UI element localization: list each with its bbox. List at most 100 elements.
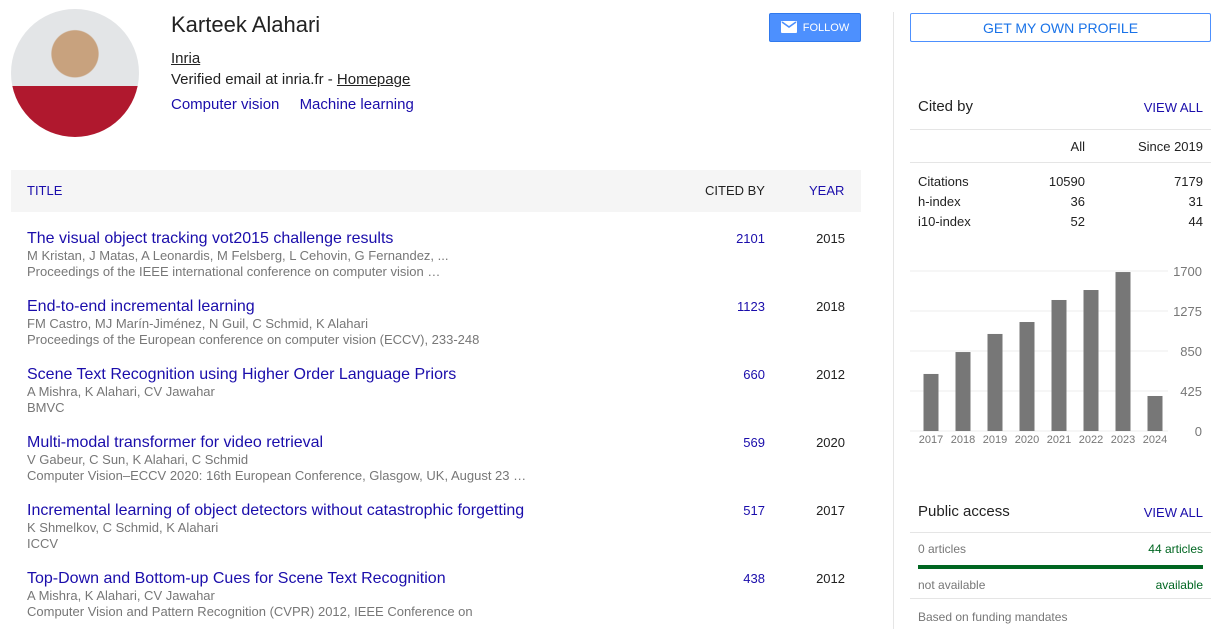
- bar-2017[interactable]: [923, 373, 939, 431]
- email-text: Verified email at inria.fr -: [171, 71, 337, 88]
- publication-authors: V Gabeur, C Sun, K Alahari, C Schmid: [27, 452, 249, 467]
- cited-by-link[interactable]: 517: [743, 503, 765, 518]
- homepage-link[interactable]: Homepage: [336, 71, 411, 88]
- available-label: available: [1155, 578, 1203, 592]
- metric-row: h-index 36 31: [910, 191, 1211, 211]
- publication-authors: M Kristan, J Matas, A Leonardis, M Felsb…: [27, 248, 449, 263]
- x-tick-label: 2019: [983, 434, 1007, 446]
- not-available-label: not available: [918, 578, 986, 592]
- citations-chart: 0 425 850 1275 1700 2017 2018 2019 2020 2021 2022 2…: [910, 264, 1202, 446]
- publication-year: 2020: [816, 435, 845, 450]
- x-tick-label: 2023: [1111, 434, 1135, 446]
- publication-title-link[interactable]: Top-Down and Bottom-up Cues for Scene Te…: [27, 570, 446, 587]
- y-tick-label: 850: [1180, 344, 1202, 359]
- email-line: Verified email at inria.fr - Homepage: [171, 71, 410, 88]
- y-tick-label: 1275: [1173, 304, 1202, 319]
- x-tick-label: 2018: [951, 434, 975, 446]
- cited-by-link[interactable]: 569: [743, 435, 765, 450]
- interests: Computer vision Machine learning: [171, 96, 430, 113]
- bar-2023[interactable]: [1115, 272, 1131, 431]
- publication-authors: A Mishra, K Alahari, CV Jawahar: [27, 384, 215, 399]
- available-count[interactable]: 44 articles: [1148, 542, 1203, 556]
- publication-authors: A Mishra, K Alahari, CV Jawahar: [27, 588, 215, 603]
- publication-authors: K Shmelkov, C Schmid, K Alahari: [27, 520, 219, 535]
- publication-venue: ICCV: [27, 536, 59, 551]
- divider: [893, 12, 894, 629]
- table-row: Top-Down and Bottom-up Cues for Scene Te…: [11, 568, 861, 636]
- bar-2021[interactable]: [1051, 299, 1067, 431]
- not-available-count[interactable]: 0 articles: [918, 542, 967, 556]
- publication-title-link[interactable]: Multi-modal transformer for video retrie…: [27, 434, 324, 451]
- sort-year[interactable]: YEAR: [809, 183, 845, 198]
- table-row: Multi-modal transformer for video retrie…: [11, 432, 861, 500]
- table-row: The visual object tracking vot2015 chall…: [11, 228, 861, 296]
- access-bar: [918, 565, 1203, 569]
- publication-title-link[interactable]: The visual object tracking vot2015 chall…: [27, 230, 394, 247]
- x-tick-label: 2017: [919, 434, 943, 446]
- bar-2024[interactable]: [1147, 395, 1163, 431]
- metric-since: 7179: [1174, 173, 1203, 189]
- sort-title[interactable]: TITLE: [27, 183, 63, 198]
- table-row: Incremental learning of object detectors…: [11, 500, 861, 568]
- publication-title-link[interactable]: Incremental learning of object detectors…: [27, 502, 525, 519]
- x-tick-label: 2022: [1079, 434, 1103, 446]
- publication-list: The visual object tracking vot2015 chall…: [11, 228, 861, 636]
- metric-all: 36: [1070, 193, 1085, 209]
- publication-year: 2018: [816, 299, 845, 314]
- publication-title-link[interactable]: End-to-end incremental learning: [27, 298, 255, 315]
- publication-title-link[interactable]: Scene Text Recognition using Higher Orde…: [27, 366, 457, 383]
- cited-by-link[interactable]: 2101: [736, 231, 765, 246]
- avatar: [11, 9, 139, 137]
- profile-name: Karteek Alahari: [171, 12, 321, 37]
- citation-table: All Since 2019 Citations 10590 7179 h-index 3…: [910, 129, 1211, 231]
- publication-year: 2012: [816, 367, 845, 382]
- metric-row: Citations 10590 7179: [910, 171, 1211, 191]
- public-access-view-all[interactable]: VIEW ALL: [1143, 505, 1203, 520]
- affiliation-link[interactable]: Inria: [171, 50, 201, 67]
- metric-label: i10-index: [918, 213, 971, 229]
- metric-since: 44: [1188, 213, 1203, 229]
- public-access-heading: Public access: [918, 503, 1010, 520]
- y-tick-label: 0: [1195, 424, 1202, 439]
- bar-2022[interactable]: [1083, 290, 1099, 431]
- bar-2018[interactable]: [955, 352, 971, 431]
- x-tick-label: 2020: [1015, 434, 1039, 446]
- publication-venue: BMVC: [27, 400, 65, 415]
- publication-authors: FM Castro, MJ Marín-Jiménez, N Guil, C S…: [27, 316, 368, 331]
- publication-venue: Proceedings of the IEEE international co…: [27, 264, 441, 279]
- publication-year: 2017: [816, 503, 845, 518]
- col-all: All: [1070, 138, 1085, 154]
- publication-venue: Computer Vision and Pattern Recognition …: [27, 604, 473, 619]
- cited-by-link[interactable]: 438: [743, 571, 765, 586]
- x-tick-label: 2021: [1047, 434, 1071, 446]
- follow-button[interactable]: FOLLOW: [769, 13, 861, 42]
- publication-year: 2012: [816, 571, 845, 586]
- email-icon: [780, 21, 797, 33]
- publication-venue: Proceedings of the European conference o…: [27, 332, 480, 347]
- cited-by-heading: Cited by: [918, 98, 974, 115]
- interest-link[interactable]: Computer vision: [171, 96, 280, 113]
- interest-link[interactable]: Machine learning: [299, 96, 414, 113]
- x-tick-label: 2024: [1143, 434, 1167, 446]
- get-my-own-profile-button[interactable]: GET MY OWN PROFILE: [910, 13, 1211, 42]
- metric-label: h-index: [918, 193, 961, 209]
- metric-row: i10-index 52 44: [910, 211, 1211, 231]
- publication-venue: Computer Vision–ECCV 2020: 16th European…: [27, 468, 527, 483]
- metric-all: 52: [1070, 213, 1085, 229]
- sort-cited-by[interactable]: CITED BY: [705, 183, 765, 198]
- bar-2019[interactable]: [987, 333, 1003, 431]
- metric-all: 10590: [1048, 173, 1085, 189]
- cited-by-link[interactable]: 1123: [737, 299, 765, 314]
- metric-since: 31: [1188, 193, 1203, 209]
- table-header: TITLE CITED BY YEAR: [11, 170, 861, 212]
- cited-by-view-all[interactable]: VIEW ALL: [1143, 100, 1203, 115]
- table-row: Scene Text Recognition using Higher Orde…: [11, 364, 861, 432]
- metric-label: Citations: [918, 173, 969, 189]
- bar-2020[interactable]: [1019, 322, 1035, 431]
- col-since: Since 2019: [1137, 138, 1203, 154]
- cited-by-link[interactable]: 660: [743, 367, 765, 382]
- follow-label: FOLLOW: [802, 21, 850, 34]
- publication-year: 2015: [816, 231, 845, 246]
- funding-mandates-note: Based on funding mandates: [918, 610, 1068, 624]
- y-tick-label: 1700: [1173, 264, 1202, 279]
